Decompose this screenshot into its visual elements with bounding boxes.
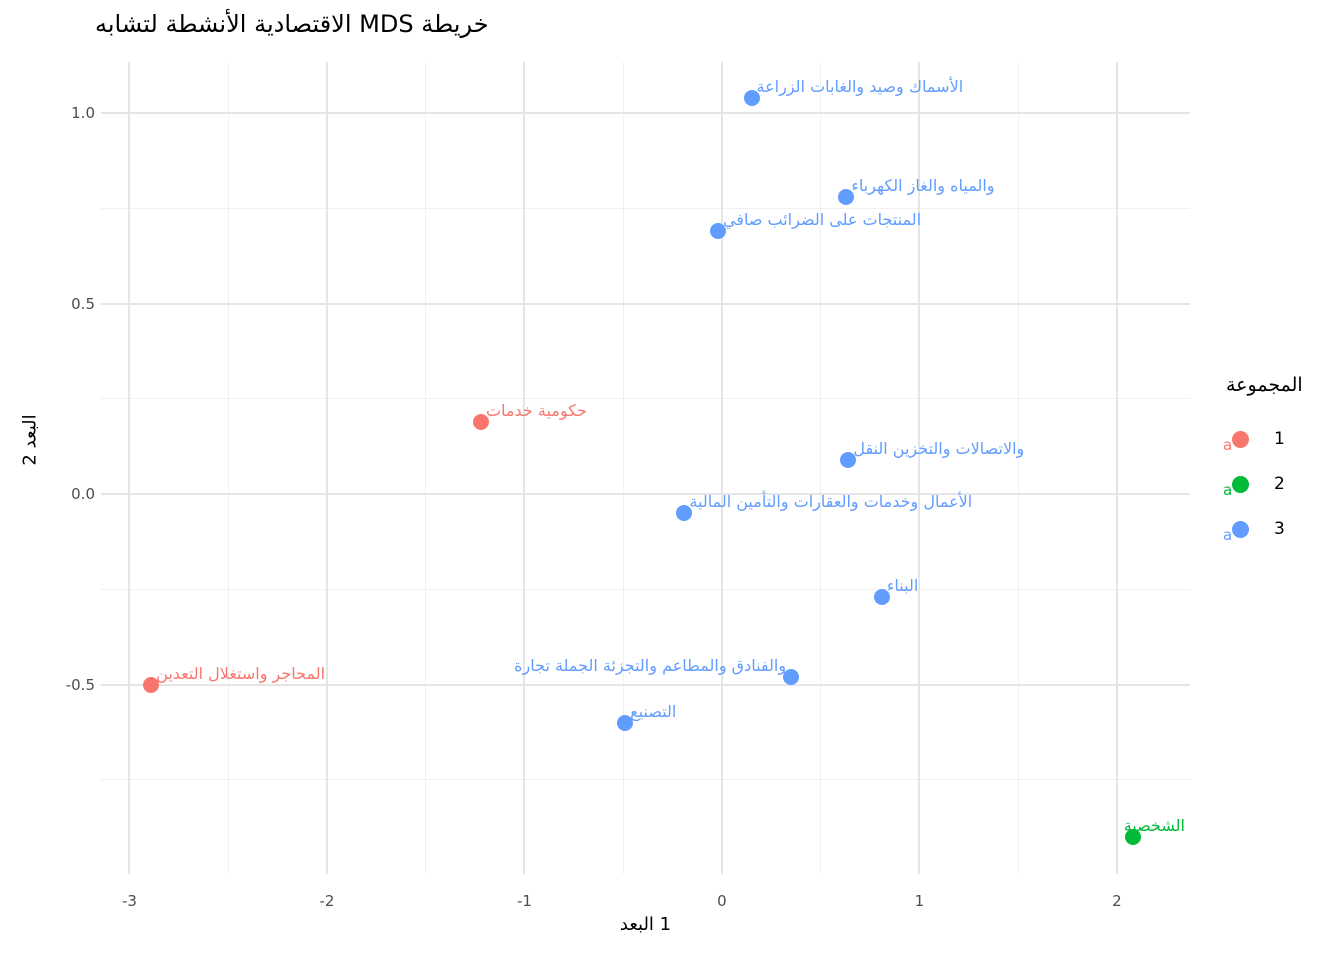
gridline-y-major	[101, 112, 1190, 115]
axis-tick-label-y: 0.5	[71, 294, 95, 313]
legend-key-glyph: a	[1223, 525, 1233, 544]
point-label: البناء	[886, 575, 919, 595]
data-point	[783, 669, 800, 685]
data-point	[838, 188, 855, 205]
gridline-x-minor	[227, 62, 229, 874]
legend-entry-label: 2	[1274, 473, 1285, 494]
point-label: المالية ‎والتأمين ‎والعقارات ‎وخدمات ‎ال…	[689, 492, 973, 512]
axis-tick-label-y: 0.0	[71, 485, 95, 504]
legend-key-point-icon	[1232, 475, 1249, 493]
y-axis-title: 2 ‎البعد	[19, 414, 41, 466]
axis-tick-label-x: 1	[914, 892, 925, 910]
axis-tick-label-x: -3	[121, 892, 137, 910]
point-label: الكهرباء ‎والغاز ‎والمياه	[851, 175, 995, 195]
gridline-x-major	[720, 62, 723, 874]
point-label: تجارة ‎الجملة ‎والتجزئة ‎والمطاعم ‎والفن…	[514, 656, 787, 675]
gridline-y-major	[101, 683, 1190, 686]
axis-tick-label-y: -0.5	[65, 675, 95, 694]
gridline-y-major	[101, 302, 1190, 305]
legend-key-point-icon	[1232, 520, 1249, 538]
legend-key: a	[1222, 511, 1258, 547]
axis-tick-label-x: -2	[319, 892, 335, 910]
gridline-y-minor	[101, 588, 1190, 590]
point-label: التصنيع	[630, 701, 677, 721]
axis-tick-label-x: 0	[717, 892, 727, 910]
legend-entry-label: 1	[1274, 428, 1285, 449]
gridline-x-minor	[820, 62, 822, 874]
legend-key-glyph: a	[1223, 480, 1233, 499]
plot-title: لتشابه ‎الأنشطة ‎الاقتصادية ‎MDS ‎خريطة	[95, 10, 489, 38]
gridline-x-minor	[425, 62, 427, 874]
point-label: التعدين ‎واستغلال ‎المحاجر	[156, 663, 326, 683]
gridline-y-major	[101, 493, 1190, 496]
legend-key-point-icon	[1232, 430, 1249, 448]
axis-tick-label-x: 2	[1112, 892, 1122, 910]
axis-tick-label-y: 1.0	[71, 104, 95, 123]
legend-title: المجموعة	[1226, 374, 1303, 396]
gridline-x-major	[325, 62, 328, 874]
point-label: الزراعة ‎والغابات ‎وصيد ‎الأسماك	[756, 76, 964, 96]
data-point	[472, 413, 489, 430]
legend-key: a	[1222, 466, 1258, 502]
data-point	[743, 89, 760, 106]
x-axis-title: البعد ‎1	[619, 914, 672, 935]
point-label: خدمات ‎حكومية	[485, 400, 587, 420]
gridline-x-major	[1115, 62, 1118, 874]
data-point	[709, 223, 726, 240]
gridline-x-minor	[1017, 62, 1019, 874]
data-point	[617, 714, 634, 731]
gridline-x-minor	[622, 62, 624, 874]
gridline-y-minor	[101, 779, 1190, 781]
legend-key: a	[1222, 421, 1258, 457]
gridline-x-major	[918, 62, 921, 874]
gridline-y-minor	[101, 398, 1190, 400]
data-point	[676, 505, 693, 522]
data-point	[873, 588, 890, 605]
point-label: الشخصية	[1123, 816, 1185, 836]
legend-entry-label: 3	[1274, 518, 1285, 539]
gridline-x-major	[523, 62, 526, 874]
point-label: صافي ‎الضرائب ‎على ‎المنتجات	[722, 210, 922, 230]
data-point	[143, 676, 160, 693]
gridline-y-minor	[101, 207, 1190, 209]
data-point	[1124, 829, 1141, 846]
point-label: النقل ‎والتخزين ‎والاتصالات	[853, 438, 1025, 458]
legend-key-glyph: a	[1223, 435, 1233, 454]
data-point	[840, 451, 857, 468]
axis-tick-label-x: -1	[516, 892, 532, 910]
gridline-x-major	[128, 62, 131, 874]
